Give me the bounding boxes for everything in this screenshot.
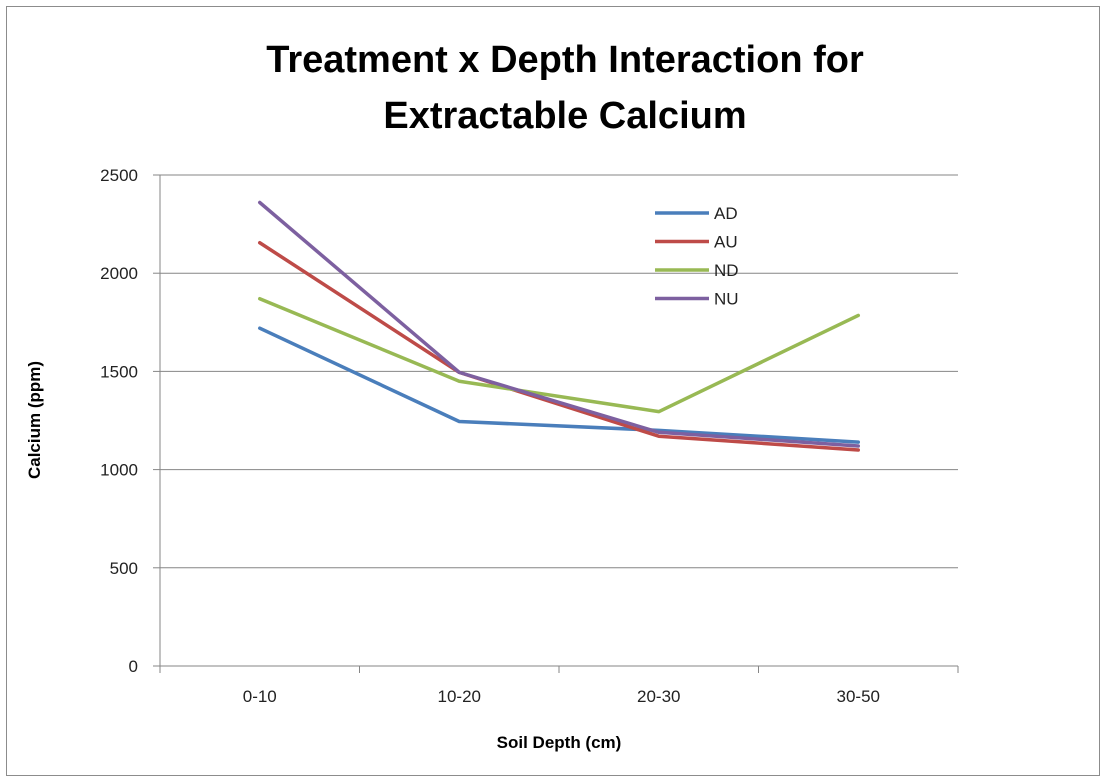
x-tick-labels: 0-10 10-20 20-30 30-50 — [243, 687, 880, 706]
series-line-nu — [258, 200, 860, 448]
legend-label-ad: AD — [714, 204, 738, 223]
gridlines — [160, 174, 958, 569]
y-tick-label: 2000 — [100, 264, 138, 283]
axes — [153, 174, 959, 673]
legend: AD AU ND NU — [655, 204, 739, 309]
chart-title-line1: Treatment x Depth Interaction for — [266, 39, 864, 81]
x-tick-label: 0-10 — [243, 687, 277, 706]
x-tick-label: 20-30 — [637, 687, 680, 706]
legend-label-au: AU — [714, 233, 738, 252]
x-tick-label: 10-20 — [438, 687, 481, 706]
y-tick-label: 1000 — [100, 461, 138, 480]
y-tick-label: 2500 — [100, 166, 138, 185]
y-tick-label: 0 — [129, 657, 138, 676]
series-line-au — [258, 241, 860, 452]
y-tick-labels: 0 500 1000 1500 2000 2500 — [100, 166, 138, 676]
chart-title-line2: Extractable Calcium — [383, 95, 746, 137]
chart-frame — [6, 6, 1100, 776]
y-axis-label: Calcium (ppm) — [25, 361, 44, 479]
x-tick-label: 30-50 — [837, 687, 880, 706]
x-axis-label: Soil Depth (cm) — [497, 733, 622, 752]
series-line-nd — [258, 296, 860, 414]
series-line-ad — [258, 326, 860, 444]
y-tick-label: 1500 — [100, 362, 138, 381]
series-lines — [258, 200, 860, 452]
legend-label-nd: ND — [714, 261, 739, 280]
y-tick-label: 500 — [110, 559, 138, 578]
legend-label-nu: NU — [714, 290, 739, 309]
